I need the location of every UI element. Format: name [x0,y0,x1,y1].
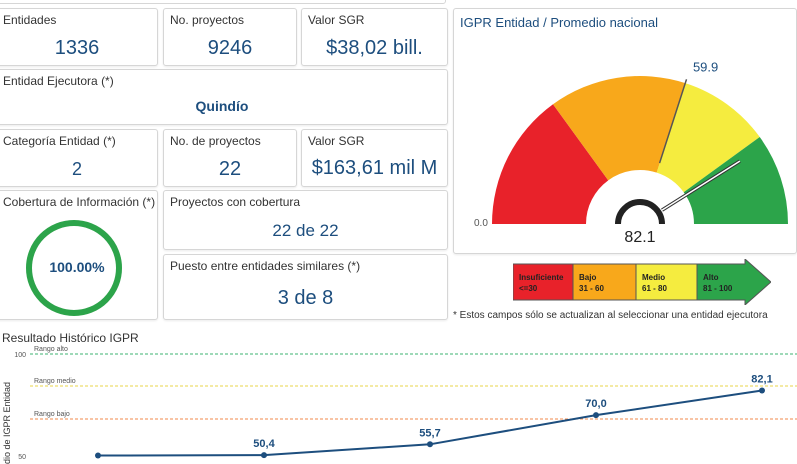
puesto-label: Puesto entre entidades similares (*) [170,259,361,273]
igpr-legend: Insuficiente <=30 Bajo 31 - 60 Medio 61 - 80 A… [512,257,772,307]
entidad-value: Quindío [195,98,249,114]
kpi-entity-valor-value: $163,61 mil M [311,157,438,179]
kpi-valor-sgr-label: Valor SGR [308,13,365,27]
top-panel-edge [0,0,446,4]
kpi-categoria-label: Categoría Entidad (*) [3,134,116,148]
legend-name-2: Medio [642,273,665,282]
kpi-num-proyectos-value: 22 [218,158,242,180]
kpi-valor-sgr-value: $38,02 bill. [326,37,423,59]
legend-range-1: 31 - 60 [579,284,604,293]
entidad-ejecutora-selector[interactable]: Entidad Ejecutora (*) Quindío [0,69,448,125]
gauge-band-2 [656,83,760,193]
historico-title: Resultado Histórico IGPR [2,331,139,345]
legend-swatch-2 [635,263,698,301]
historico-chart: dio de IGPR Entidad 100 50 Rango alto Rango … [2,346,797,464]
gauge-band-1 [553,76,686,181]
national-avg-marker [658,79,688,164]
kpi-entidades-value: 1336 [54,37,100,59]
legend-name-0: Insuficiente [519,273,564,282]
entidad-label: Entidad Ejecutora (*) [3,74,114,88]
legend-arrow: Insuficiente <=30 Bajo 31 - 60 Medio 61 - 80 A… [512,257,772,307]
gauge-min-label: 0.0 [474,218,488,229]
kpi-proyectos-value: 9246 [207,37,253,59]
puesto-card: Puesto entre entidades similares (*) 3 d… [163,254,448,320]
kpi-categoria-value: 2 [71,159,82,179]
ref-label-2: Rango bajo [34,411,70,418]
kpi-num-proyectos-card: No. de proyectos 22 [163,129,297,187]
kpi-entidades-label: Entidades [3,13,57,27]
legend-range-3: 81 - 100 [703,284,733,293]
cobertura-label: Cobertura de Información (*) [3,195,156,209]
gauge-needle [661,160,741,211]
ref-label-1: Rango medio [34,378,76,385]
cobertura-value: 100.00% [49,259,105,275]
kpi-proyectos-card: No. proyectos 9246 [163,8,297,66]
legend-range-0: <=30 [519,284,538,293]
gauge-band-0 [492,104,609,224]
kpi-valor-sgr-card: Valor SGR $38,02 bill. [301,8,448,66]
kpi-entity-valor-label: Valor SGR [308,134,365,148]
legend-name-3: Alto [703,273,719,282]
kpi-categoria-card: Categoría Entidad (*) 2 [0,129,158,187]
proyectos-cobertura-value: 22 de 22 [272,221,339,240]
hist-point-1[interactable] [261,452,267,459]
gauge-band-3 [683,137,788,224]
kpi-proyectos-label: No. proyectos [170,13,245,27]
legend-name-1: Bajo [579,273,596,282]
hist-label-2: 55,7 [419,427,440,439]
proyectos-cobertura-label: Proyectos con cobertura [170,195,301,209]
hist-ylabel: dio de IGPR Entidad [2,382,12,464]
legend-range-2: 61 - 80 [642,284,667,293]
hist-ytick-50: 50 [18,454,26,461]
gauge-title: IGPR Entidad / Promedio nacional [460,15,658,30]
hist-point-4[interactable] [759,387,765,394]
hist-point-0[interactable] [95,452,101,459]
cobertura-card: Cobertura de Información (*) 100.00% [0,190,158,320]
hist-label-1: 50,4 [253,438,275,450]
legend-swatch-3 [696,257,772,307]
national-avg-label: 59.9 [693,60,718,75]
gauge-value: 82.1 [624,229,655,246]
igpr-gauge: 59.9 82.1 0.0 [474,60,788,246]
update-note: * Estos campos sólo se actualizan al sel… [453,310,768,321]
hist-point-2[interactable] [427,441,433,448]
cobertura-ring [26,220,122,316]
kpi-entidades-card: Entidades 1336 [0,8,158,66]
legend-swatch-1 [572,263,637,301]
hist-ytick-100: 100 [14,352,26,359]
proyectos-cobertura-card: Proyectos con cobertura 22 de 22 [163,190,448,250]
puesto-value: 3 de 8 [277,287,334,309]
hist-label-4: 82,1 [751,373,772,385]
kpi-entity-valor-card: Valor SGR $163,61 mil M [301,129,448,187]
hist-label-3: 70,0 [585,398,606,410]
igpr-gauge-card: IGPR Entidad / Promedio nacional 59.9 82.… [453,8,797,254]
legend-swatch-0 [512,263,574,301]
kpi-num-proyectos-label: No. de proyectos [170,134,261,148]
ref-label-0: Rango alto [34,346,68,353]
hist-point-3[interactable] [593,412,599,419]
gauge-hub [615,199,665,225]
